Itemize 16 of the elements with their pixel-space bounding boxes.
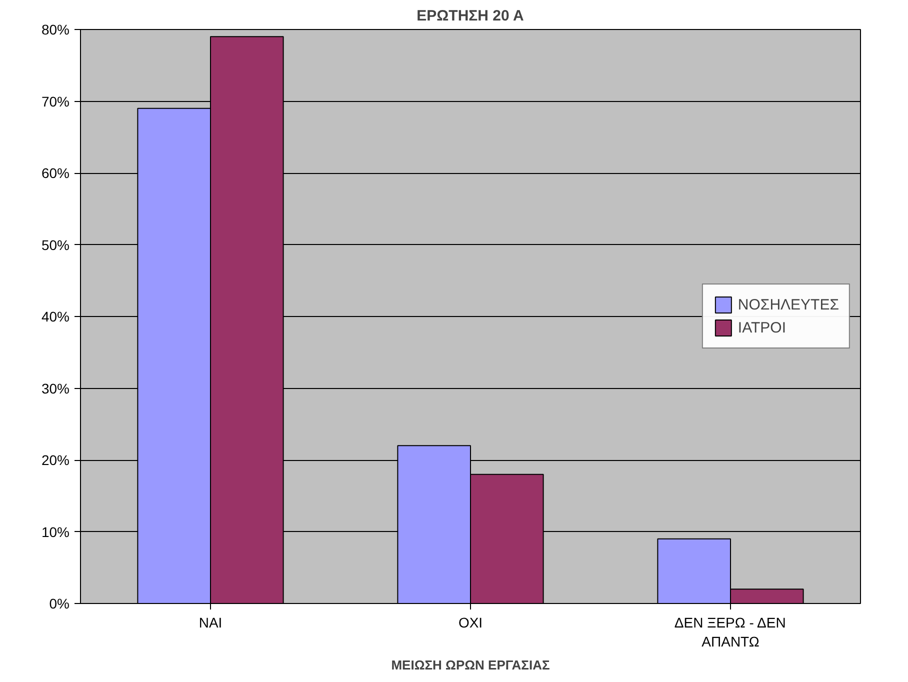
y-tick-label: 30% [41,380,70,396]
x-tick-label: ΟΧΙ [458,614,483,630]
y-tick-label: 40% [41,308,70,324]
y-tick-label: 70% [41,93,70,110]
y-tick-label: 60% [41,165,70,181]
legend-label: ΙΑΤΡΟΙ [738,319,786,336]
chart-title: ΕΡΩΤΗΣΗ 20 Α [416,8,524,24]
legend-label: ΝΟΣΗΛΕΥΤΕΣ [738,296,839,313]
y-tick-label: 20% [41,452,70,468]
y-tick-label: 10% [41,524,70,540]
y-tick-label: 50% [41,236,70,253]
x-tick-label: ΝΑΙ [198,614,222,630]
x-tick-label: ΔΕΝ ΞΕΡΩ - ΔΕΝ ΑΠΑΝΤΩ [674,614,786,650]
y-tick-label: 0% [49,596,70,612]
x-axis-title: ΜΕΙΩΣΗ ΩΡΩΝ ΕΡΓΑΣΙΑΣ [391,658,550,673]
y-tick-label: 80% [41,22,70,38]
